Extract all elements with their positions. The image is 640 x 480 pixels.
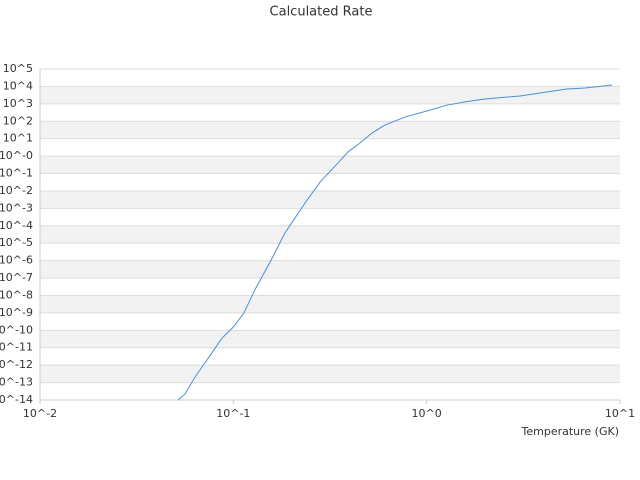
x-tick-label: 10^-1 [216, 407, 250, 420]
y-tick-label: 10^4 [3, 79, 33, 92]
y-tick-label: 10^-10 [0, 323, 33, 336]
y-tick-label: 10^-6 [0, 254, 33, 267]
y-tick-label: 10^1 [3, 132, 33, 145]
grid-band [40, 365, 620, 383]
grid-band [40, 190, 620, 209]
grid-band [40, 260, 620, 279]
x-tick-label: 10^-2 [23, 407, 57, 420]
y-tick-label: 10^2 [3, 114, 33, 127]
grid-band [40, 330, 620, 348]
y-tick-label: 10^-1 [0, 167, 33, 180]
y-tick-label: 10^-7 [0, 271, 33, 284]
y-tick-label: 10^-11 [0, 341, 33, 354]
y-tick-label: 10^-0 [0, 149, 33, 162]
x-tick-label: 10^0 [412, 407, 442, 420]
y-tick-label: 10^-9 [0, 306, 33, 319]
grid-band [40, 86, 620, 104]
grid-band [40, 121, 620, 139]
y-tick-label: 10^-2 [0, 184, 33, 197]
y-tick-label: 10^3 [3, 97, 33, 110]
data-line [177, 84, 613, 401]
grid-band [40, 295, 620, 313]
y-tick-label: 10^-13 [0, 376, 33, 389]
y-tick-label: 10^-14 [0, 393, 33, 406]
y-tick-label: 10^-3 [0, 201, 33, 214]
y-tick-label: 10^-12 [0, 358, 33, 371]
x-axis-label: Temperature (GK) [521, 425, 620, 438]
y-tick-label: 10^-8 [0, 288, 33, 301]
y-tick-label: 10^-5 [0, 236, 33, 249]
x-tick-label: 10^1 [605, 407, 635, 420]
grid-band [40, 156, 620, 174]
chart-title: Calculated Rate [270, 5, 373, 20]
y-tick-label: 10^5 [3, 62, 33, 75]
y-tick-label: 10^-4 [0, 219, 33, 232]
grid-band [40, 225, 620, 244]
